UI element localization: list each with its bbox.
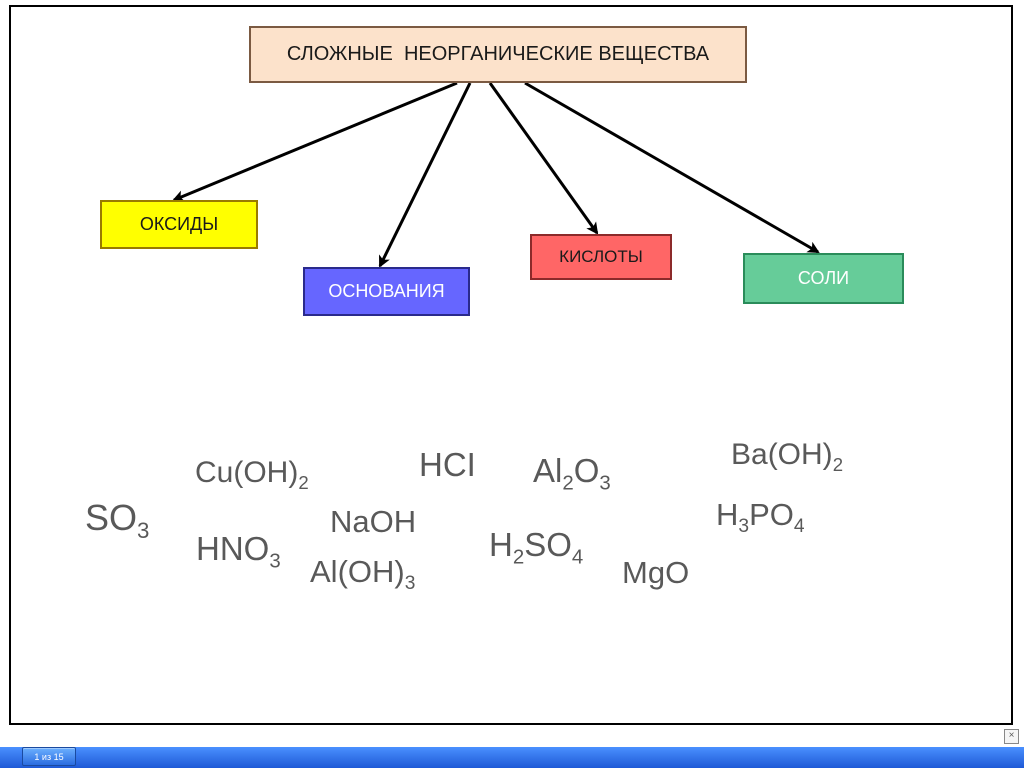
- taskbar: [0, 747, 1024, 768]
- formula-BaOH2: Ba(OH)2: [731, 438, 843, 472]
- formula-HCI: HCI: [419, 446, 476, 484]
- category-label: СОЛИ: [798, 268, 849, 289]
- title-node: СЛОЖНЫЕ НЕОРГАНИЧЕСКИЕ ВЕЩЕСТВА: [249, 26, 747, 83]
- category-label: ОКСИДЫ: [140, 214, 218, 235]
- content-frame: [9, 5, 1013, 725]
- formula-CuOH2: Cu(OH)2: [195, 456, 309, 490]
- category-label: ОСНОВАНИЯ: [328, 281, 444, 302]
- slide-counter-label: 1 из 15: [34, 752, 63, 762]
- close-icon[interactable]: ×: [1004, 729, 1019, 744]
- formula-Al2O3: Al2O3: [533, 452, 611, 490]
- formula-MgO: MgO: [622, 555, 689, 591]
- formula-NaOH: NaOH: [330, 504, 416, 540]
- formula-SO3: SO3: [85, 497, 149, 539]
- slide-counter-button[interactable]: 1 из 15: [22, 747, 76, 766]
- canvas: СЛОЖНЫЕ НЕОРГАНИЧЕСКИЕ ВЕЩЕСТВА ОКСИДЫ О…: [0, 0, 1024, 768]
- formula-AlOH3: Al(OH)3: [310, 554, 415, 590]
- category-salts: СОЛИ: [743, 253, 904, 304]
- formula-HNO3: HNO3: [196, 530, 281, 568]
- category-bases: ОСНОВАНИЯ: [303, 267, 470, 316]
- title-label: СЛОЖНЫЕ НЕОРГАНИЧЕСКИЕ ВЕЩЕСТВА: [287, 43, 709, 66]
- formula-H3PO4: H3PO4: [716, 497, 805, 533]
- category-label: КИСЛОТЫ: [559, 247, 643, 267]
- category-acids: КИСЛОТЫ: [530, 234, 672, 280]
- formula-H2SO4: H2SO4: [489, 526, 583, 564]
- category-oxides: ОКСИДЫ: [100, 200, 258, 249]
